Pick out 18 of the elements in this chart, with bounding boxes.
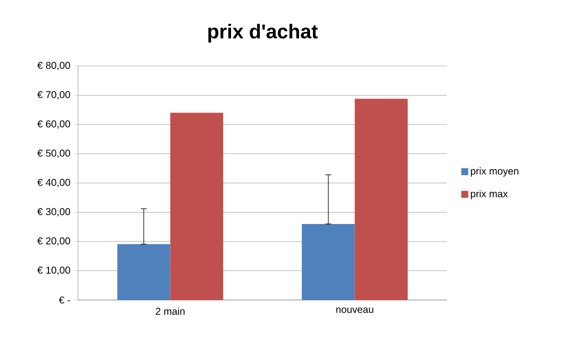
y-tick-label: € 50,00 <box>37 150 70 158</box>
legend-label: prix moyen <box>470 167 518 177</box>
bar <box>117 244 170 300</box>
y-tick-label: € - <box>58 296 70 304</box>
y-tick-label: € 20,00 <box>37 237 70 246</box>
chart-title: prix d'achat <box>208 24 318 42</box>
y-tick-label: € 30,00 <box>37 208 70 216</box>
bar <box>170 112 224 300</box>
y-tick-label: € 40,00 <box>37 178 70 188</box>
y-tick-label: € 70,00 <box>37 91 70 100</box>
bar <box>302 224 355 300</box>
x-tick-label: nouveau <box>336 308 374 313</box>
y-tick-label: € 60,00 <box>37 120 70 129</box>
y-tick-label: € 80,00 <box>37 62 70 70</box>
x-tick-label: 2 main <box>156 308 185 315</box>
y-tick-label: € 10,00 <box>37 266 70 275</box>
legend-label: prix max <box>470 190 508 200</box>
bar <box>354 98 408 300</box>
